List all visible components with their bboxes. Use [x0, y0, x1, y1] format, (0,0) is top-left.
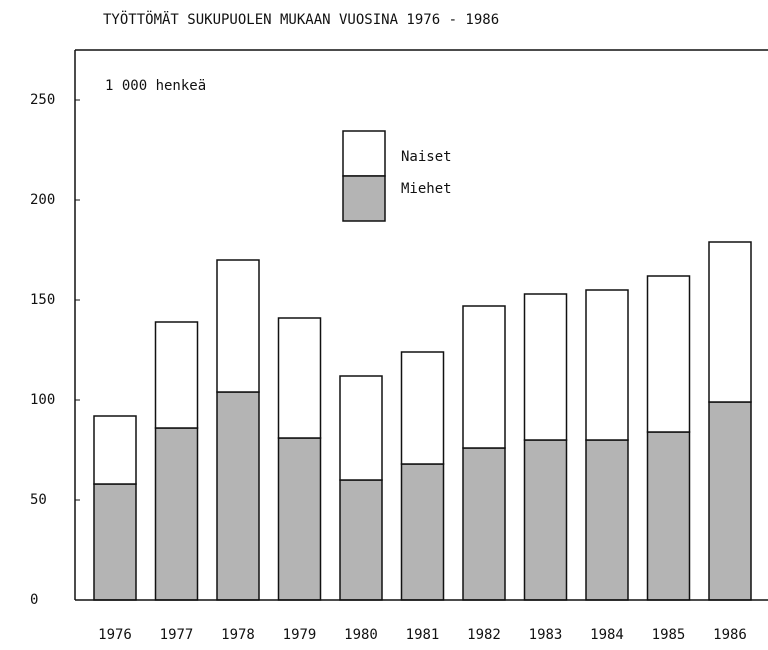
- x-tick-label: 1983: [529, 627, 563, 643]
- bar-segment: [462, 305, 506, 449]
- y-tick-label: 200: [30, 192, 55, 208]
- bar-segment: [523, 439, 568, 601]
- bar-segment: [154, 427, 199, 601]
- bar-segment: [646, 431, 691, 601]
- bar-segment: [277, 437, 322, 601]
- y-tick-label: 250: [30, 92, 55, 108]
- bar-segment: [216, 259, 260, 393]
- bar-segment: [585, 439, 629, 601]
- bar-segment: [708, 401, 752, 601]
- bar-segment: [93, 415, 137, 485]
- x-tick-label: 1980: [344, 627, 378, 643]
- bar-segment: [400, 351, 445, 465]
- bar-segment: [646, 275, 691, 433]
- x-tick-label: 1977: [160, 627, 194, 643]
- legend-swatch: [342, 130, 386, 177]
- bar-segment: [339, 479, 383, 601]
- x-tick-label: 1984: [590, 627, 624, 643]
- x-tick-label: 1985: [652, 627, 686, 643]
- legend-swatch: [342, 175, 386, 222]
- legend-label: Naiset: [401, 149, 452, 165]
- bar-segment: [585, 289, 629, 441]
- x-tick-label: 1976: [98, 627, 132, 643]
- bar-segment: [216, 391, 260, 601]
- bar-segment: [154, 321, 199, 429]
- bar-segment: [400, 463, 445, 601]
- bar-segment: [277, 317, 322, 439]
- x-tick-label: 1978: [221, 627, 255, 643]
- x-tick-label: 1979: [283, 627, 317, 643]
- bar-segment: [523, 293, 568, 441]
- x-tick-label: 1986: [713, 627, 747, 643]
- x-tick-label: 1981: [406, 627, 440, 643]
- bar-segment: [93, 483, 137, 601]
- bar-segment: [339, 375, 383, 481]
- y-tick-label: 0: [30, 592, 38, 608]
- x-tick-label: 1982: [467, 627, 501, 643]
- bar-segment: [708, 241, 752, 403]
- unit-annotation: 1 000 henkeä: [105, 78, 206, 94]
- chart-title: TYÖTTÖMÄT SUKUPUOLEN MUKAAN VUOSINA 1976…: [103, 10, 499, 28]
- y-tick-label: 100: [30, 392, 55, 408]
- y-tick-label: 150: [30, 292, 55, 308]
- y-tick-label: 50: [30, 492, 47, 508]
- bar-segment: [462, 447, 506, 601]
- legend-label: Miehet: [401, 181, 452, 197]
